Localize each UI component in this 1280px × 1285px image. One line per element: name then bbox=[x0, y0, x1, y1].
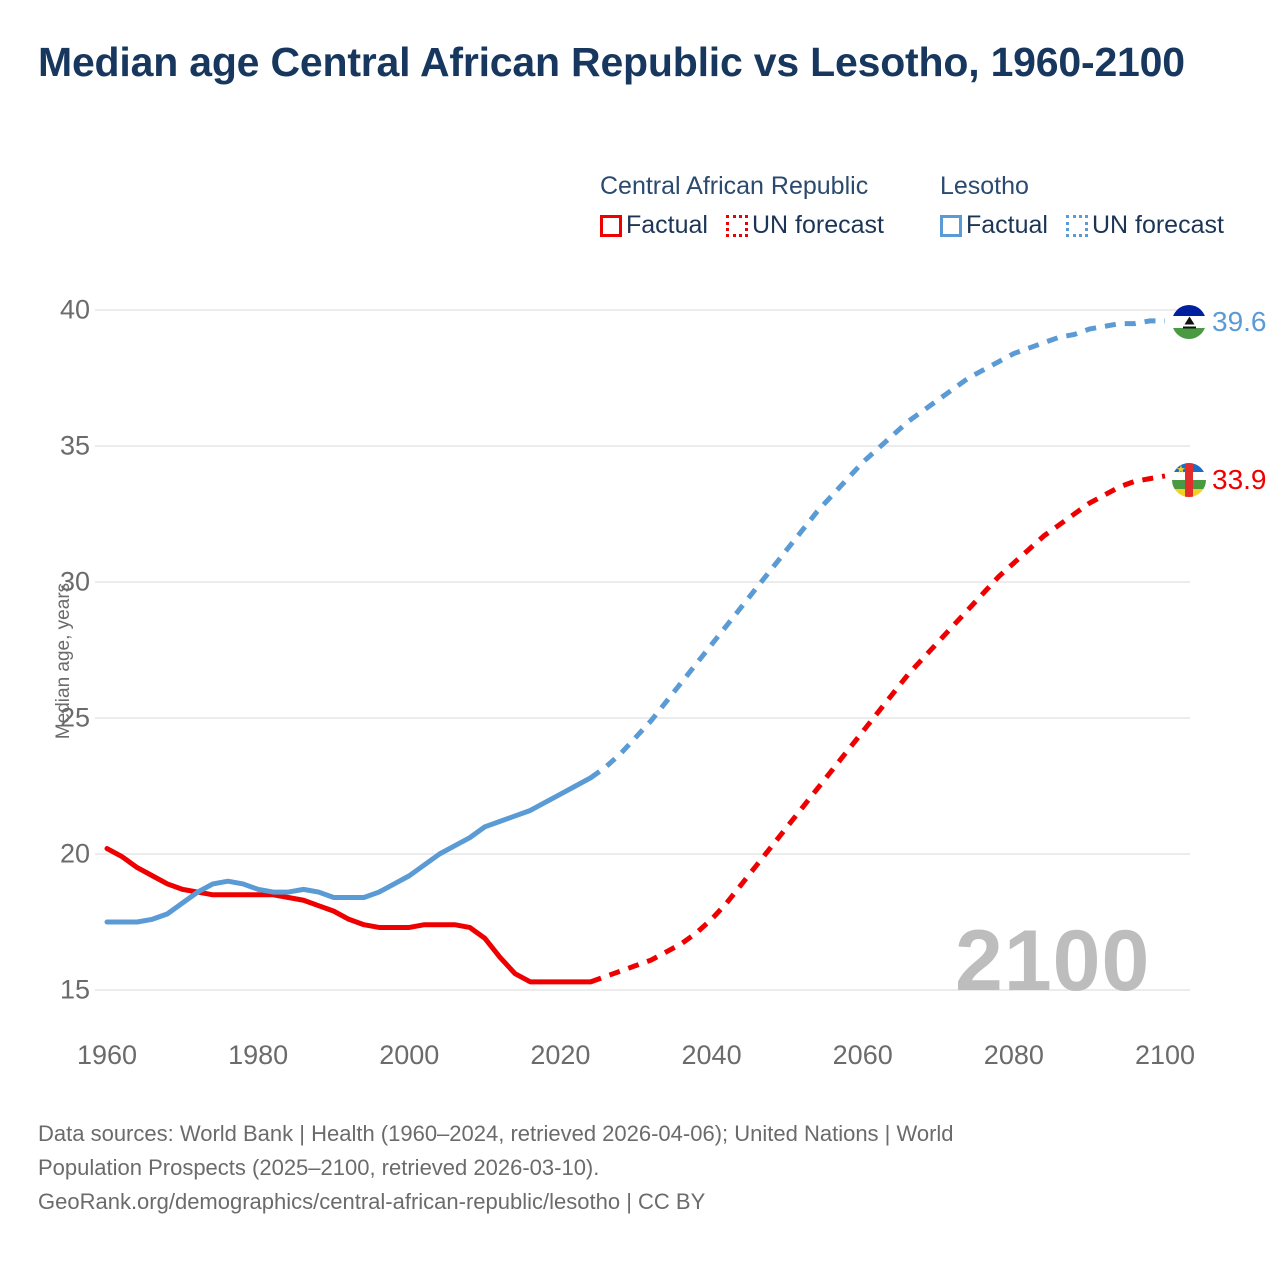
footer-line-3[interactable]: GeoRank.org/demographics/central-african… bbox=[38, 1189, 706, 1215]
y-tick-label: 30 bbox=[59, 566, 90, 597]
legend-group-title-lesotho: Lesotho bbox=[939, 172, 1029, 200]
legend-swatch-solid-blue-icon bbox=[939, 214, 962, 237]
x-tick-label: 2020 bbox=[530, 1040, 591, 1070]
legend-swatch-dotted-blue-icon bbox=[1065, 214, 1088, 237]
year-watermark: 2100 bbox=[955, 913, 1151, 1009]
legend-label-car-forecast: UN forecast bbox=[751, 211, 884, 239]
x-tick-label: 1960 bbox=[76, 1040, 138, 1070]
legend-item-lesotho-factual[interactable]: Factual bbox=[939, 211, 1048, 240]
lesotho-end-label: 39.6 bbox=[1172, 305, 1267, 339]
y-tick-label: 15 bbox=[59, 974, 90, 1005]
x-tick-label: 2080 bbox=[983, 1040, 1044, 1070]
legend-group-title-car: Central African Republic bbox=[600, 172, 869, 200]
y-tick-label: 40 bbox=[59, 294, 90, 325]
footer-line-1: Data sources: World Bank | Health (1960–… bbox=[38, 1121, 954, 1146]
lesotho-end-value: 39.6 bbox=[1212, 306, 1267, 337]
legend-swatch-solid-red-icon bbox=[600, 214, 622, 237]
legend-swatch-dotted-red-icon bbox=[725, 214, 748, 237]
legend-item-car-forecast[interactable]: UN forecast bbox=[725, 211, 884, 240]
chart-legend: Central African Republic Factual UN fore… bbox=[600, 172, 1260, 240]
chart-footer: Data sources: World Bank | Health (1960–… bbox=[38, 1117, 1238, 1219]
car-end-value: 33.9 bbox=[1212, 464, 1267, 495]
lesotho-flag-icon bbox=[1172, 305, 1206, 339]
x-tick-label: 2100 bbox=[1134, 1040, 1196, 1070]
x-tick-label: 2060 bbox=[832, 1040, 893, 1070]
car-end-label: ★ 33.9 bbox=[1172, 463, 1267, 497]
y-tick-label: 20 bbox=[59, 838, 90, 869]
y-tick-label: 35 bbox=[59, 430, 90, 461]
series-line-factual-1 bbox=[104, 775, 594, 925]
legend-label-car-factual: Factual bbox=[626, 211, 708, 239]
legend-label-lesotho-forecast: UN forecast bbox=[1091, 211, 1224, 239]
series-line-forecast-1 bbox=[589, 318, 1165, 780]
legend-group-central-african-republic: Central African Republic Factual UN fore… bbox=[600, 172, 884, 240]
legend-group-lesotho: Lesotho Factual UN forecast bbox=[939, 172, 1224, 240]
x-tick-label: 1980 bbox=[228, 1040, 289, 1070]
y-tick-label: 25 bbox=[59, 702, 90, 733]
central-african-republic-flag-icon: ★ bbox=[1172, 463, 1206, 497]
legend-item-car-factual[interactable]: Factual bbox=[600, 211, 708, 240]
series-line-factual-0 bbox=[104, 846, 594, 985]
page-title: Median age Central African Republic vs L… bbox=[38, 39, 1185, 85]
x-tick-label: 2000 bbox=[379, 1040, 440, 1070]
footer-line-2: Population Prospects (2025–2100, retriev… bbox=[38, 1155, 600, 1181]
x-tick-label: 2040 bbox=[681, 1040, 742, 1070]
series-line-forecast-0 bbox=[589, 473, 1166, 985]
legend-label-lesotho-factual: Factual bbox=[965, 211, 1048, 239]
legend-item-lesotho-forecast[interactable]: UN forecast bbox=[1065, 211, 1224, 240]
